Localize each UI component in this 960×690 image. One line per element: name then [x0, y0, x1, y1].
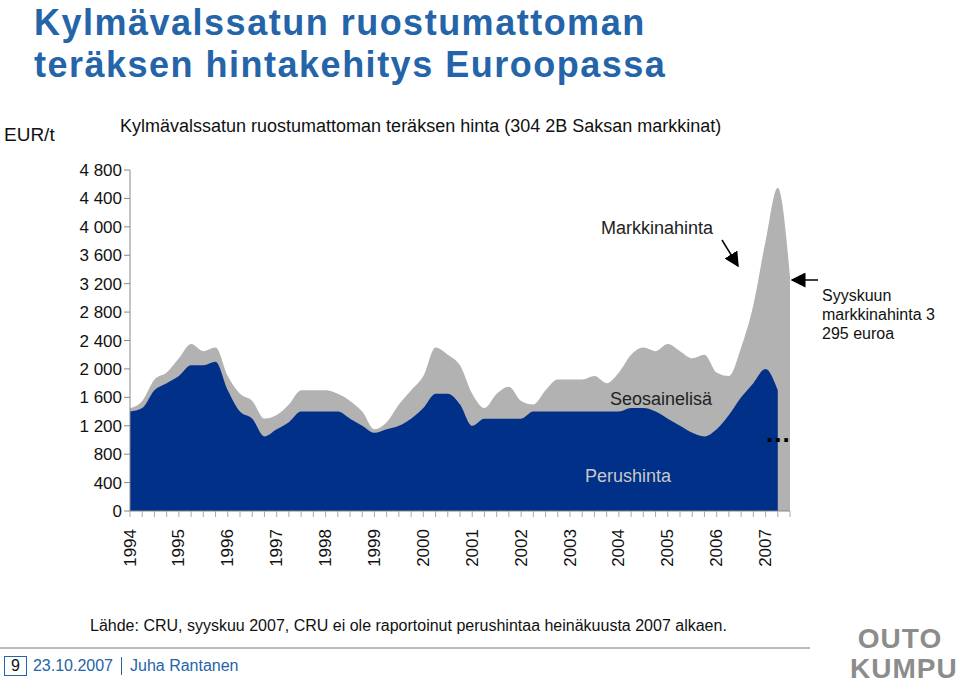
svg-text:1995: 1995 [169, 529, 188, 567]
svg-text:2007: 2007 [756, 529, 775, 567]
svg-text:4 000: 4 000 [79, 218, 122, 237]
html-text:Kylmävalssatun ruostumattoman: Kylmävalssatun ruostumattoman teräksen h… [34, 2, 667, 85]
svg-text:1998: 1998 [316, 529, 335, 567]
svg-text:1994: 1994 [121, 529, 140, 567]
html-text:Syyskuun markkinahinta 3 295 e: Syyskuun markkinahinta 3 295 euroa [822, 287, 935, 342]
svg-text:1999: 1999 [365, 529, 384, 567]
svg-text:4 800: 4 800 [79, 161, 122, 180]
svg-text:2000: 2000 [414, 529, 433, 567]
svg-text:2 400: 2 400 [79, 332, 122, 351]
svg-text:2004: 2004 [609, 529, 628, 567]
html-text:Lähde: CRU, syyskuu 2007, CRU: Lähde: CRU, syyskuu 2007, CRU ei ole rap… [90, 617, 727, 634]
html-text:KUMPU: KUMPU [850, 653, 958, 684]
svg-text:4 400: 4 400 [79, 189, 122, 208]
html-text:Perushinta: Perushinta [585, 466, 672, 486]
html-text:Juha Rantanen: Juha Rantanen [130, 657, 239, 674]
svg-text:1 200: 1 200 [79, 417, 122, 436]
html-text:OUTO: OUTO [857, 623, 943, 654]
svg-text:1996: 1996 [218, 529, 237, 567]
svg-text:3 600: 3 600 [79, 246, 122, 265]
svg-text:2 000: 2 000 [79, 360, 122, 379]
html-text:EUR/t: EUR/t [4, 124, 55, 145]
svg-text:2005: 2005 [658, 529, 677, 567]
svg-text:2001: 2001 [463, 529, 482, 567]
html-text:Markkinahinta: Markkinahinta [601, 218, 714, 238]
svg-text:2006: 2006 [707, 529, 726, 567]
svg-text:1 600: 1 600 [79, 388, 122, 407]
svg-text:1997: 1997 [267, 529, 286, 567]
html-text:Seosainelisä: Seosainelisä [610, 389, 713, 409]
html-text:Kylmävalssatun ruostumattoman: Kylmävalssatun ruostumattoman teräksen h… [120, 116, 722, 136]
svg-text:2003: 2003 [561, 529, 580, 567]
svg-text:3 200: 3 200 [79, 275, 122, 294]
html-text:9: 9 [11, 657, 20, 674]
svg-text:0: 0 [113, 502, 122, 521]
html-text:23.10.2007: 23.10.2007 [32, 657, 113, 674]
svg-text:2 800: 2 800 [79, 303, 122, 322]
svg-text:400: 400 [94, 474, 122, 493]
svg-text:800: 800 [94, 445, 122, 464]
svg-text:2002: 2002 [512, 529, 531, 567]
